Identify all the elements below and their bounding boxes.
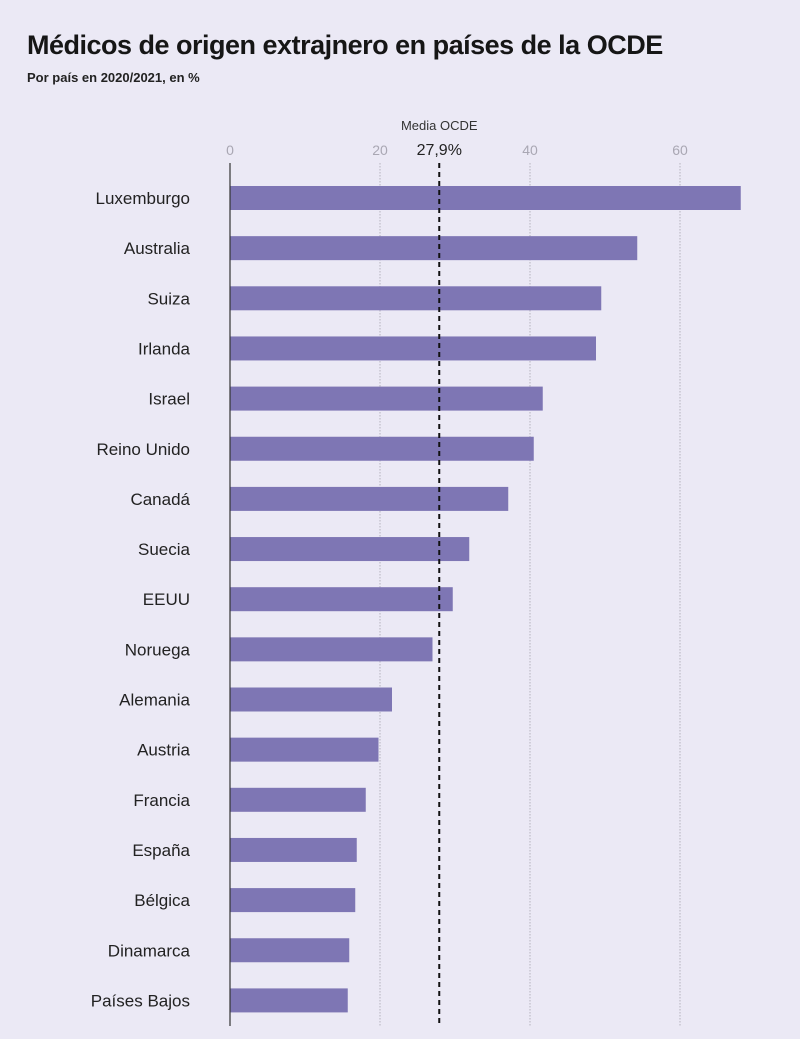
mean-value-label: 27,9% — [417, 142, 462, 159]
bar-suiza — [230, 286, 602, 311]
category-label: Países Bajos — [91, 991, 190, 1010]
mean-label: Media OCDE — [401, 118, 478, 133]
bar-austria — [230, 737, 379, 762]
category-label: Canadá — [130, 490, 190, 509]
bar-bélgica — [230, 888, 356, 913]
category-label: España — [132, 841, 190, 860]
bar-francia — [230, 787, 366, 812]
category-label: Australia — [124, 239, 191, 258]
category-label: Bélgica — [134, 891, 190, 910]
bar-eeuu — [230, 587, 453, 612]
x-tick-label: 20 — [372, 142, 388, 158]
bar-israel — [230, 386, 543, 411]
chart-subtitle: Por país en 2020/2021, en % — [27, 70, 200, 85]
bar-canadá — [230, 486, 509, 511]
x-tick-label: 60 — [672, 142, 688, 158]
x-tick-label: 0 — [226, 142, 234, 158]
category-label: Alemania — [119, 691, 190, 710]
bar-australia — [230, 236, 638, 261]
category-label: Irlanda — [138, 339, 191, 358]
category-label: Luxemburgo — [95, 189, 190, 208]
category-label: Suecia — [138, 540, 191, 559]
chart-title: Médicos de origen extrajnero en países d… — [27, 30, 663, 60]
bar-españa — [230, 837, 357, 862]
category-label: Suiza — [147, 289, 190, 308]
bar-noruega — [230, 637, 433, 662]
bar-irlanda — [230, 336, 596, 361]
bar-suecia — [230, 537, 470, 562]
bar-luxemburgo — [230, 186, 741, 210]
category-label: Austria — [137, 741, 190, 760]
bar-países-bajos — [230, 988, 348, 1013]
category-label: Noruega — [125, 640, 191, 659]
bar-reino-unido — [230, 436, 534, 461]
bar-dinamarca — [230, 938, 350, 963]
category-label: Francia — [133, 791, 190, 810]
category-label: Reino Unido — [96, 440, 190, 459]
category-label: Israel — [148, 390, 190, 409]
x-tick-label: 40 — [522, 142, 538, 158]
bar-alemania — [230, 687, 392, 712]
category-label: Dinamarca — [108, 941, 191, 960]
category-label: EEUU — [143, 590, 190, 609]
